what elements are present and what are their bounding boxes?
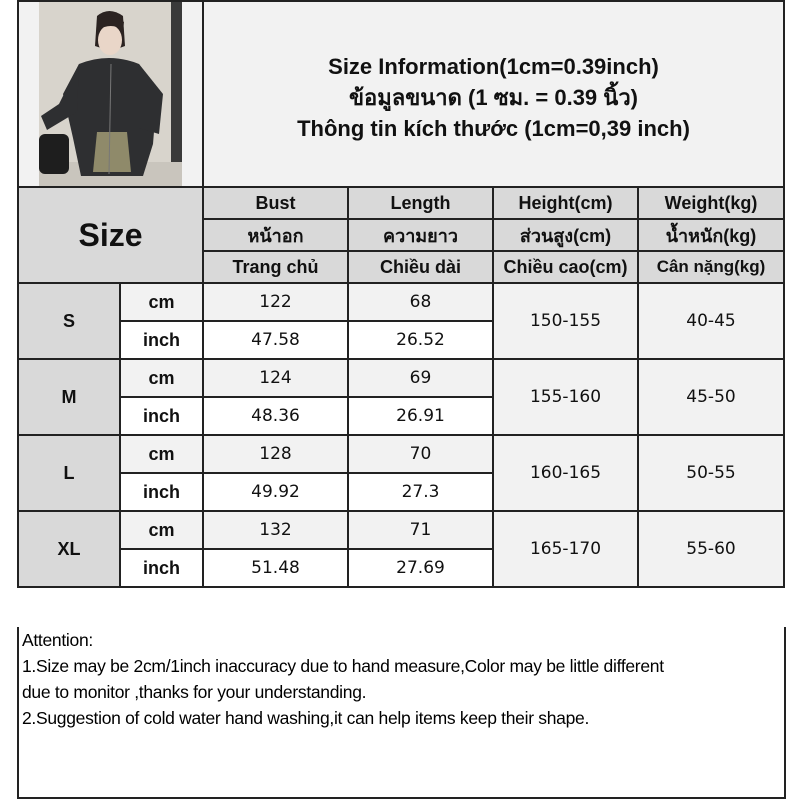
size-label: L xyxy=(17,434,121,512)
length-cm: 71 xyxy=(347,510,494,550)
height-range: 150-155 xyxy=(492,282,639,360)
table-row: inch 48.36 26.91 xyxy=(18,396,784,436)
attention-line: 1.Size may be 2cm/1inch inaccuracy due t… xyxy=(22,656,664,676)
attention-line: 2.Suggestion of cold water hand washing,… xyxy=(22,708,590,728)
height-range: 160-165 xyxy=(492,434,639,512)
length-inch: 27.3 xyxy=(347,472,494,512)
title-thai: ข้อมูลขนาด (1 ซม. = 0.39 นิ้ว) xyxy=(348,84,638,110)
product-photo xyxy=(39,2,182,186)
unit-inch: inch xyxy=(119,396,204,436)
header-height-thai: ส่วนสูง(cm) xyxy=(492,218,639,252)
table-row: inch 47.58 26.52 xyxy=(18,320,784,360)
size-chart-table: Size Information(1cm=0.39inch) ข้อมูลขนา… xyxy=(17,0,785,588)
unit-cm: cm xyxy=(119,510,204,550)
length-cm: 68 xyxy=(347,282,494,322)
header-bust-thai: หน้าอก xyxy=(202,218,349,252)
header-height-vi: Chiều cao(cm) xyxy=(492,250,639,284)
bust-inch: 49.92 xyxy=(202,472,349,512)
header-weight: Weight(kg) xyxy=(637,186,785,220)
unit-cm: cm xyxy=(119,358,204,398)
bust-inch: 47.58 xyxy=(202,320,349,360)
table-row: XL cm 132 71 165-170 55-60 xyxy=(17,510,785,588)
length-cm: 69 xyxy=(347,358,494,398)
unit-inch: inch xyxy=(119,548,204,588)
size-label: XL xyxy=(17,510,121,588)
length-inch: 26.91 xyxy=(347,396,494,436)
size-header: Size xyxy=(17,186,204,284)
bust-cm: 132 xyxy=(202,510,349,550)
header-weight-vi: Cân nặng(kg) xyxy=(637,250,785,284)
unit-inch: inch xyxy=(119,472,204,512)
length-cm: 70 xyxy=(347,434,494,474)
header-bust-vi: Trang chủ xyxy=(202,250,349,284)
table-row: L cm 128 70 160-165 50-55 xyxy=(17,434,785,512)
weight-range: 55-60 xyxy=(637,510,785,588)
length-inch: 27.69 xyxy=(347,548,494,588)
table-row: S cm 122 68 150-155 40-45 xyxy=(17,282,785,360)
size-label: M xyxy=(17,358,121,436)
table-row: inch 49.92 27.3 xyxy=(18,472,784,512)
header-length-thai: ความยาว xyxy=(347,218,494,252)
attention-notes: Attention: 1.Size may be 2cm/1inch inacc… xyxy=(17,627,786,799)
table-row: inch 51.48 27.69 xyxy=(18,548,784,588)
header-length: Length xyxy=(347,186,494,220)
unit-cm: cm xyxy=(119,434,204,474)
unit-cm: cm xyxy=(119,282,204,322)
header-length-vi: Chiều dài xyxy=(347,250,494,284)
height-range: 165-170 xyxy=(492,510,639,588)
bust-cm: 124 xyxy=(202,358,349,398)
bust-inch: 51.48 xyxy=(202,548,349,588)
title-vietnamese: Thông tin kích thước (1cm=0,39 inch) xyxy=(297,115,690,141)
header-weight-thai: น้ำหนัก(kg) xyxy=(637,218,785,252)
weight-range: 45-50 xyxy=(637,358,785,436)
bust-cm: 128 xyxy=(202,434,349,474)
attention-line: due to monitor ,thanks for your understa… xyxy=(22,682,367,702)
height-range: 155-160 xyxy=(492,358,639,436)
size-label: S xyxy=(17,282,121,360)
weight-range: 50-55 xyxy=(637,434,785,512)
table-row: M cm 124 69 155-160 45-50 xyxy=(17,358,785,436)
bust-cm: 122 xyxy=(202,282,349,322)
header-height: Height(cm) xyxy=(492,186,639,220)
title-cell: Size Information(1cm=0.39inch) ข้อมูลขนา… xyxy=(202,0,785,188)
unit-inch: inch xyxy=(119,320,204,360)
bust-inch: 48.36 xyxy=(202,396,349,436)
attention-heading: Attention: xyxy=(22,630,93,650)
weight-range: 40-45 xyxy=(637,282,785,360)
header-bust: Bust xyxy=(202,186,349,220)
product-photo-cell xyxy=(17,0,204,188)
title-english: Size Information(1cm=0.39inch) xyxy=(328,53,659,79)
length-inch: 26.52 xyxy=(347,320,494,360)
